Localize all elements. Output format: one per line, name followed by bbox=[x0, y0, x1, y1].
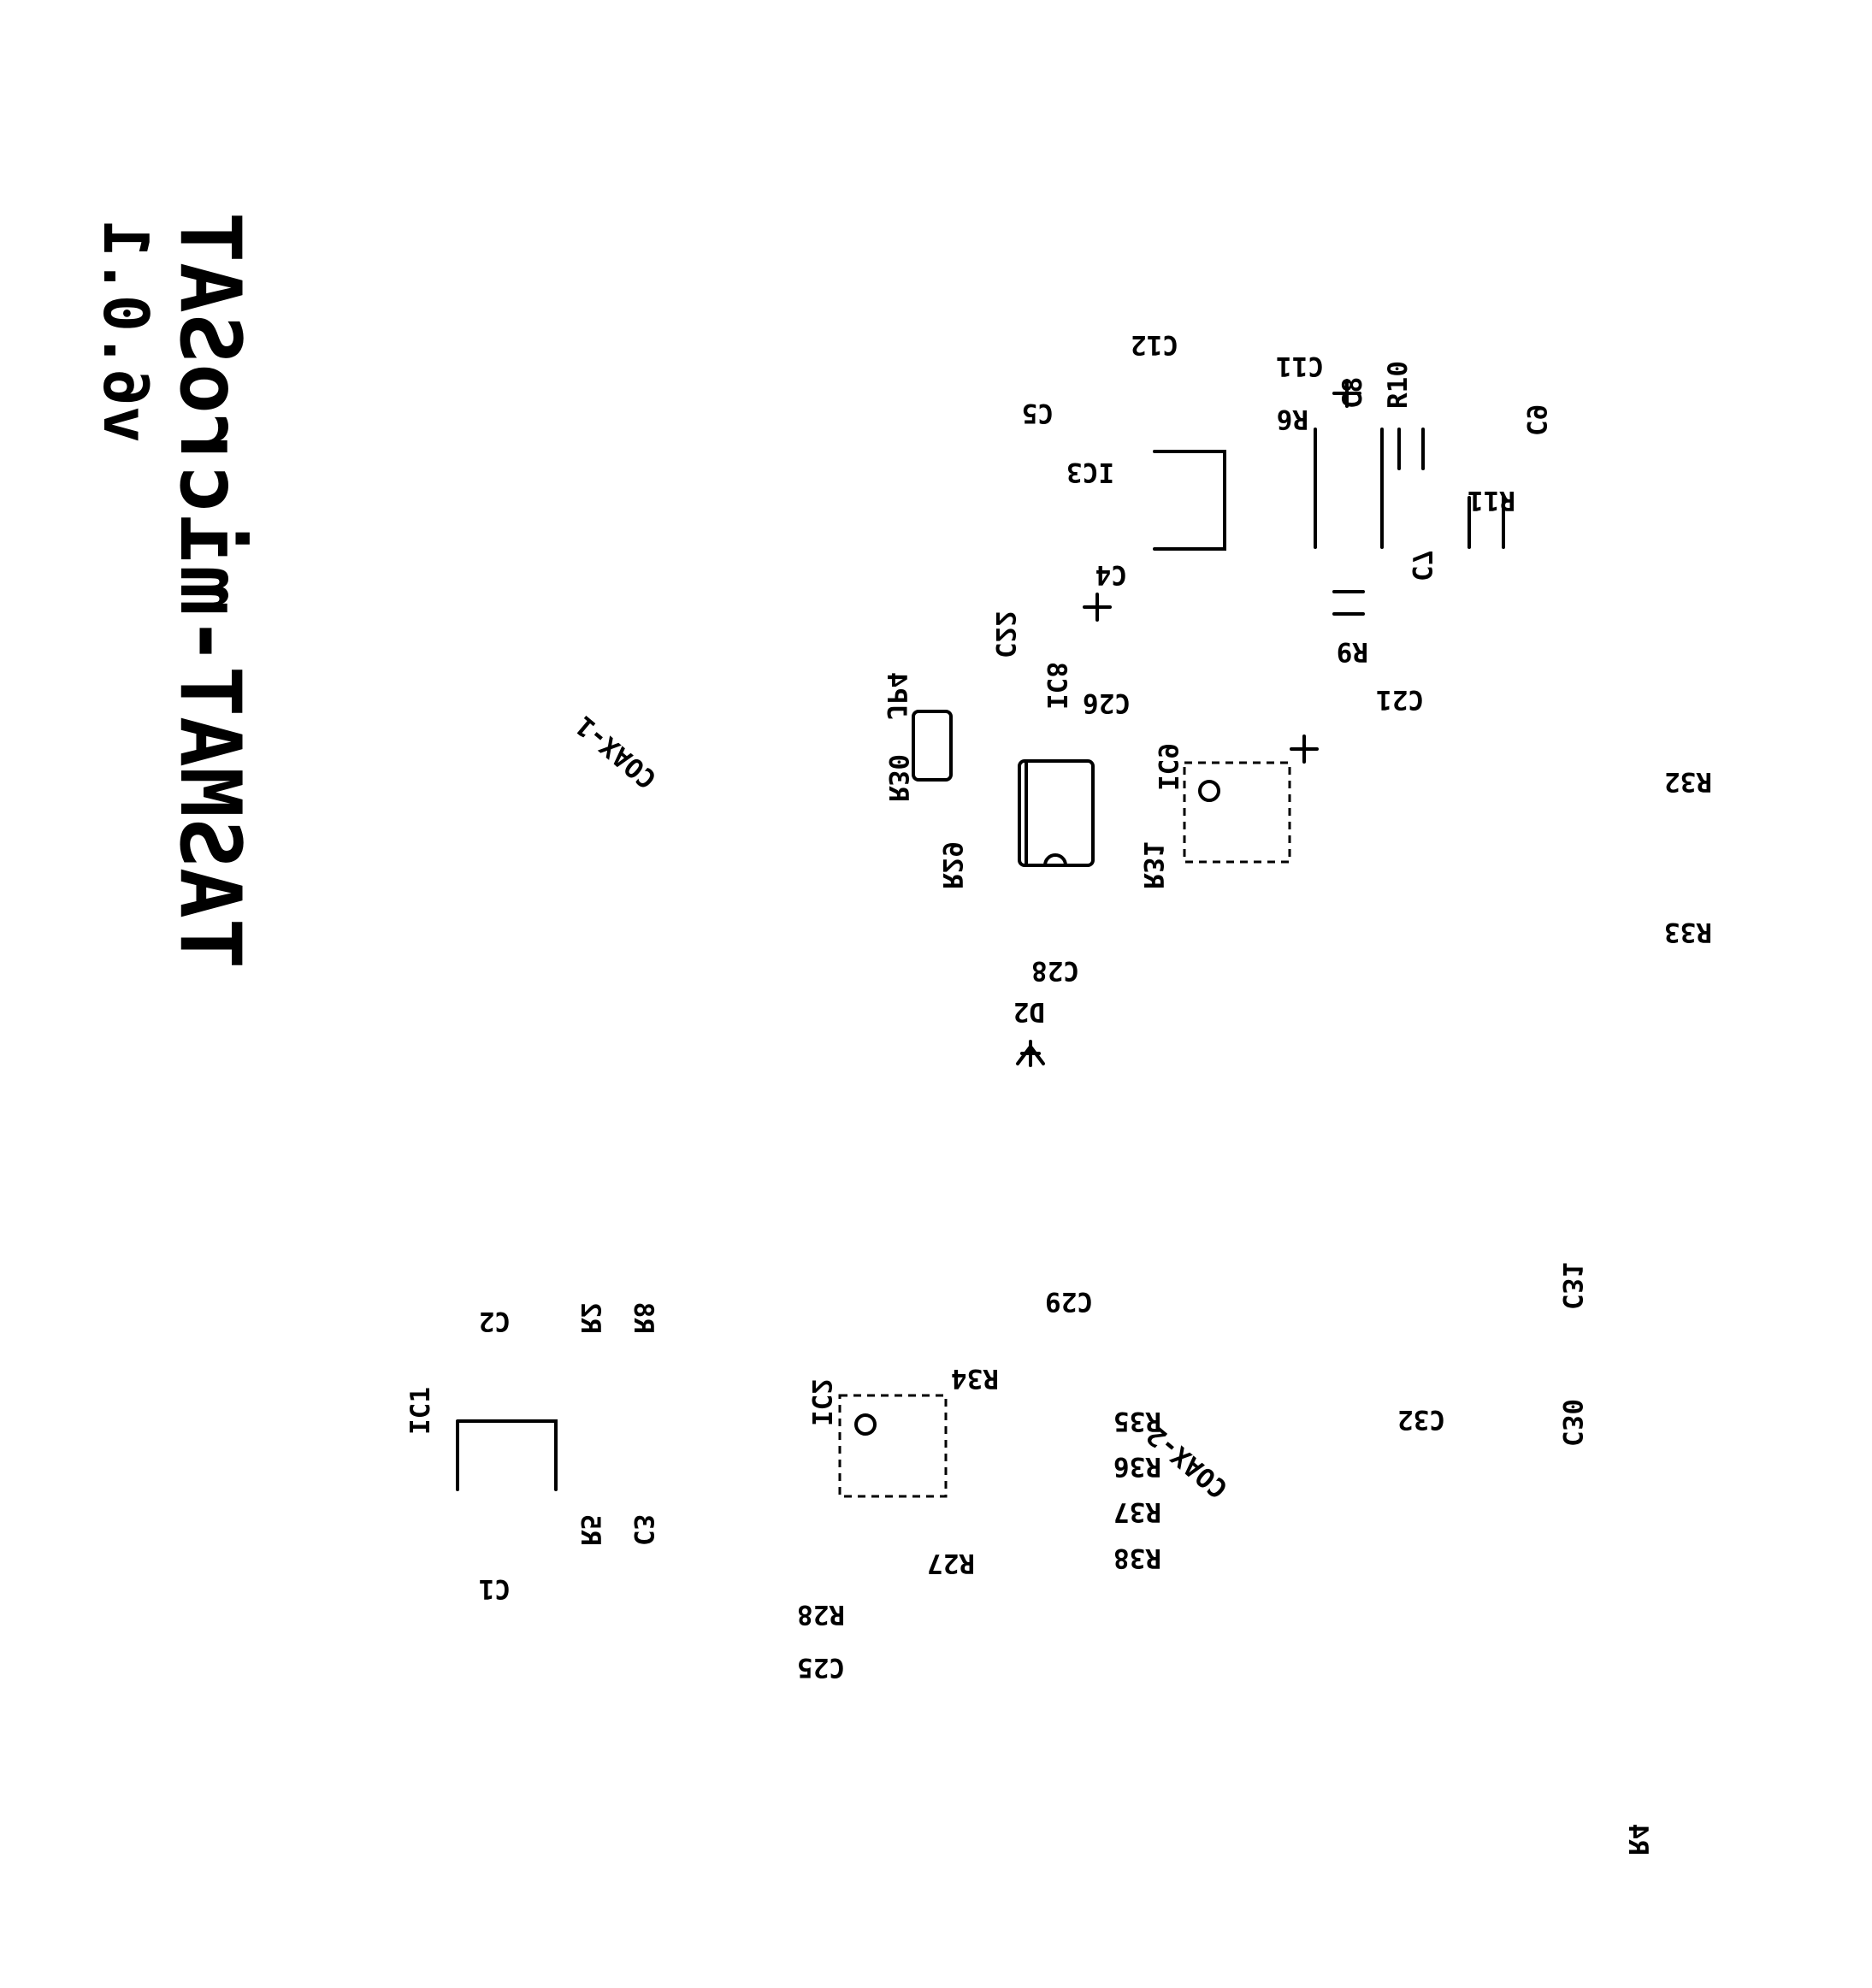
label-c22: C22 bbox=[989, 611, 1020, 658]
label-r29: R29 bbox=[936, 841, 967, 889]
label-c12: C12 bbox=[1131, 329, 1178, 360]
label-ic8: IC8 bbox=[1041, 662, 1072, 710]
ic3-outline bbox=[1153, 450, 1226, 551]
label-c3: C3 bbox=[628, 1514, 658, 1546]
label-r9: R9 bbox=[1337, 636, 1368, 667]
label-r35: R35 bbox=[1113, 1406, 1161, 1436]
label-ic9: IC9 bbox=[1152, 743, 1183, 791]
label-ic1: IC1 bbox=[405, 1387, 436, 1435]
label-r4: R4 bbox=[1622, 1824, 1653, 1855]
ic8-notch bbox=[1043, 853, 1067, 867]
label-c28: C28 bbox=[1031, 955, 1079, 986]
label-r28: R28 bbox=[797, 1599, 845, 1630]
label-c30: C30 bbox=[1556, 1399, 1587, 1447]
label-c5: C5 bbox=[1022, 398, 1054, 428]
ic9-outline bbox=[1183, 761, 1291, 864]
label-c4: C4 bbox=[1095, 559, 1127, 590]
label-r30: R30 bbox=[883, 754, 913, 802]
label-r33: R33 bbox=[1664, 917, 1712, 947]
label-r31: R31 bbox=[1137, 841, 1168, 889]
ic8-outline bbox=[1018, 759, 1095, 867]
label-c32: C32 bbox=[1397, 1404, 1445, 1435]
label-jp4: JP4 bbox=[881, 672, 912, 720]
label-c11: C11 bbox=[1276, 351, 1324, 381]
label-c31: C31 bbox=[1556, 1262, 1587, 1310]
label-r8: R8 bbox=[628, 1302, 658, 1334]
d2-diode-icon bbox=[1016, 1040, 1045, 1067]
label-r34: R34 bbox=[951, 1363, 999, 1394]
jp4-outline bbox=[912, 710, 953, 782]
label-r27: R27 bbox=[927, 1548, 975, 1578]
label-d2: D2 bbox=[1013, 996, 1045, 1027]
label-r38: R38 bbox=[1113, 1543, 1161, 1573]
label-r32: R32 bbox=[1664, 766, 1712, 797]
ic2-pin1-dot bbox=[854, 1413, 877, 1436]
label-r6: R6 bbox=[1277, 404, 1308, 434]
c4-plus-icon bbox=[1083, 593, 1112, 622]
c8-plus-icon bbox=[1332, 379, 1361, 408]
label-c2: C2 bbox=[479, 1306, 511, 1336]
ic1-outline bbox=[456, 1419, 558, 1491]
ic9-pin1-dot bbox=[1198, 780, 1220, 802]
label-r10: R10 bbox=[1383, 361, 1414, 409]
label-r37: R37 bbox=[1113, 1496, 1161, 1527]
label-ic3: IC3 bbox=[1066, 457, 1114, 487]
board-title: TASMAT-microSAT bbox=[161, 212, 258, 969]
label-r5: R5 bbox=[575, 1514, 605, 1546]
label-c29: C29 bbox=[1045, 1286, 1093, 1317]
label-ic2: IC2 bbox=[806, 1378, 836, 1426]
label-c1: C1 bbox=[479, 1573, 511, 1604]
board-version: v6.0.1 bbox=[90, 221, 162, 443]
label-c7: C7 bbox=[1406, 550, 1437, 581]
label-r2: R2 bbox=[575, 1302, 605, 1334]
label-c21: C21 bbox=[1376, 684, 1424, 715]
ic9-plus-icon bbox=[1290, 734, 1319, 764]
label-r36: R36 bbox=[1113, 1451, 1161, 1482]
label-r11: R11 bbox=[1467, 485, 1515, 516]
ic2-outline bbox=[838, 1394, 948, 1498]
label-c9: C9 bbox=[1521, 404, 1551, 436]
label-c26: C26 bbox=[1083, 687, 1131, 718]
label-c25: C25 bbox=[797, 1652, 845, 1683]
